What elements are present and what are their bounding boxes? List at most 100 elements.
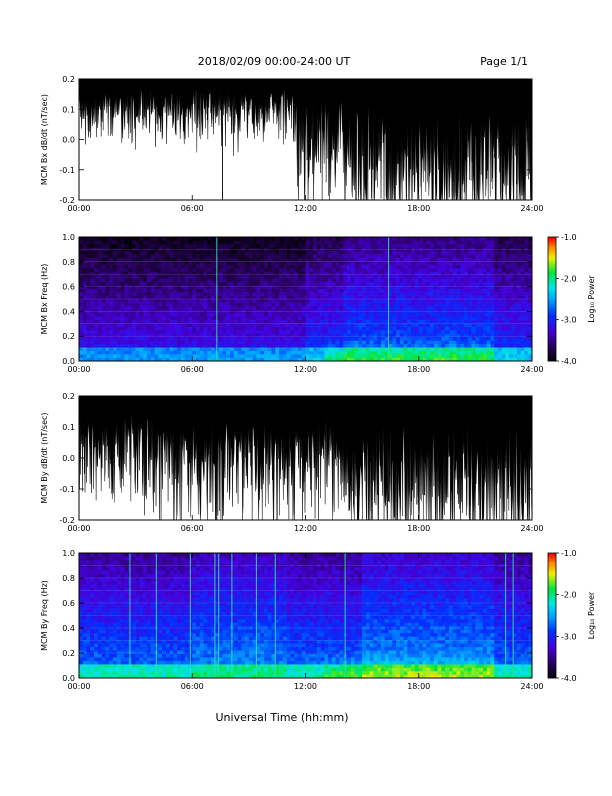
spectrogram-cell [139, 671, 143, 675]
spectrogram-cell [272, 347, 276, 351]
spectrogram-cell [366, 268, 370, 272]
spectrogram-cell [124, 296, 128, 300]
spectrogram-cell [392, 282, 396, 286]
spectrogram-cell [222, 289, 226, 293]
spectrogram-cell [226, 337, 230, 341]
spectrogram-cell [317, 340, 321, 344]
spectrogram-cell [321, 671, 325, 675]
spectrogram-cell [453, 265, 457, 269]
spectrogram-cell [441, 282, 445, 286]
spectrogram-cell [132, 244, 136, 248]
spectrogram-cell [234, 299, 238, 303]
spectrogram-cell [94, 285, 98, 289]
spectrogram-cell [392, 292, 396, 296]
spectrogram-cell [430, 275, 434, 279]
spectrogram-cell [181, 327, 185, 331]
spectrogram-cell [253, 268, 257, 272]
spectrogram-cell [279, 340, 283, 344]
spectrogram-cell [336, 240, 340, 244]
spectrogram-cell [517, 271, 521, 275]
spectrogram-cell [260, 237, 264, 241]
spectrogram-cell [260, 271, 264, 275]
spectrogram-cell [430, 271, 434, 275]
spectrogram-cell [256, 289, 260, 293]
spectrogram-cell [321, 302, 325, 306]
spectrogram-cell [83, 351, 87, 355]
spectrogram-cell [136, 278, 140, 282]
spectrogram-cell [283, 254, 287, 258]
spectrogram-cell [389, 289, 393, 293]
spectrogram-cell [155, 285, 159, 289]
spectrogram-cell [90, 296, 94, 300]
spectrogram-cell [238, 330, 242, 334]
spectrogram-cell [328, 258, 332, 262]
spectrogram-cell [321, 320, 325, 324]
spectrogram-cell [453, 285, 457, 289]
spectrogram-cell [238, 344, 242, 348]
bx-dbdt-ylabel: MCM Bx dB/dt (nT/sec) [40, 94, 49, 185]
spectrogram-cell [468, 292, 472, 296]
spectrogram-cell [98, 333, 102, 337]
spectrogram-cell [381, 268, 385, 272]
spectrogram-cell [90, 271, 94, 275]
spectrogram-cell [438, 251, 442, 255]
spectrogram-cell [313, 237, 317, 241]
spectrogram-cell [419, 316, 423, 320]
spectrogram-cell [211, 271, 215, 275]
spectrogram-cell [302, 292, 306, 296]
spectrogram-cell [139, 251, 143, 255]
spectrogram-cell [260, 268, 264, 272]
spectrogram-cell [155, 271, 159, 275]
spectrogram-cell [132, 333, 136, 337]
spectrogram-cell [498, 316, 502, 320]
spectrogram-cell [264, 285, 268, 289]
spectrogram-cell [170, 333, 174, 337]
spectrogram-cell [343, 285, 347, 289]
spectrogram-cell [468, 275, 472, 279]
spectrogram-cell [392, 313, 396, 317]
spectrogram-cell [336, 296, 340, 300]
spectrogram-cell [192, 344, 196, 348]
spectrogram-cell [483, 268, 487, 272]
spectrogram-cell [87, 237, 91, 241]
spectrogram-cell [302, 265, 306, 269]
spectrogram-cell [490, 306, 494, 310]
spectrogram-cell [366, 354, 370, 358]
spectrogram-cell [502, 292, 506, 296]
spectrogram-cell [343, 282, 347, 286]
spectrogram-cell [498, 347, 502, 351]
spectrogram-cell [483, 265, 487, 269]
spectrogram-cell [192, 330, 196, 334]
spectrogram-cell [362, 354, 366, 358]
spectrogram-cell [355, 351, 359, 355]
spectrogram-cell [298, 344, 302, 348]
spectrogram-cell [192, 354, 196, 358]
spectrogram-cell [181, 292, 185, 296]
spectrogram-cell [113, 296, 117, 300]
spectrogram-cell [136, 265, 140, 269]
spectrogram-cell [423, 292, 427, 296]
spectrogram-cell [290, 671, 294, 675]
spectrogram-cell [472, 320, 476, 324]
spectrogram-cell [468, 237, 472, 241]
spectrogram-cell [139, 327, 143, 331]
spectrogram-cell [105, 278, 109, 282]
spectrogram-cell [268, 275, 272, 279]
spectrogram-cell [317, 354, 321, 358]
spectrogram-cell [460, 337, 464, 341]
spectrogram-cell [306, 306, 310, 310]
spectrogram-cell [283, 347, 287, 351]
spectrogram-cell [373, 299, 377, 303]
spectrogram-cell [283, 306, 287, 310]
spectrogram-cell [336, 275, 340, 279]
spectrogram-cell [136, 320, 140, 324]
spectrogram-cell [373, 327, 377, 331]
x-tick-label: 00:00 [67, 365, 90, 374]
spectrogram-cell [158, 333, 162, 337]
spectrogram-cell [219, 275, 223, 279]
spectrogram-cell [170, 292, 174, 296]
spectrogram-cell [434, 316, 438, 320]
spectrogram-cell [445, 340, 449, 344]
spectrogram-cell [457, 337, 461, 341]
spectrogram-cell [87, 271, 91, 275]
